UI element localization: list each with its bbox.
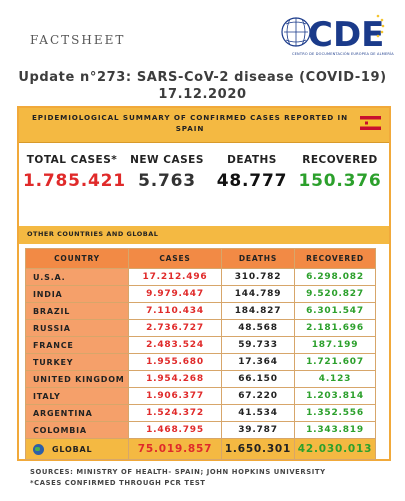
deaths-cell: 41.534 (221, 404, 295, 422)
spain-stats: TOTAL CASES* 1.785.421 NEW CASES 5.763 D… (19, 142, 389, 222)
table-row: INDIA 9.979.447 144.789 9.520.827 (25, 285, 376, 303)
column-header-cases: CASES (128, 248, 222, 269)
column-header-deaths: DEATHS (221, 248, 295, 269)
country-cell: GLOBAL (25, 438, 129, 460)
stat-label: TOTAL CASES* (26, 154, 118, 166)
recovered-cell: 2.181.696 (294, 319, 376, 337)
country-cell: RUSSIA (25, 319, 129, 337)
countries-table: COUNTRY CASES DEATHS RECOVERED U.S.A. 17… (25, 248, 376, 460)
other-countries-title: OTHER COUNTRIES AND GLOBAL (27, 230, 159, 238)
table-row: BRAZIL 7.110.434 184.827 6.301.547 (25, 302, 376, 320)
cde-logo: CDE CENTRO DE DOCUMENTACIÓN EUROPEA DE A… (278, 10, 394, 58)
spain-summary-title: EPIDEMIOLOGICAL SUMMARY OF CONFIRMED CAS… (31, 113, 349, 133)
pcr-note: *CASES CONFIRMED THROUGH PCR TEST (30, 479, 206, 487)
country-cell: INDIA (25, 285, 129, 303)
table-header-row: COUNTRY CASES DEATHS RECOVERED (25, 248, 376, 269)
spain-summary-header: EPIDEMIOLOGICAL SUMMARY OF CONFIRMED CAS… (19, 108, 389, 143)
recovered-cell: 187.199 (294, 336, 376, 354)
table-row: TURKEY 1.955.680 17.364 1.721.607 (25, 353, 376, 371)
deaths-cell: 39.787 (221, 421, 295, 439)
logo-subtext: CENTRO DE DOCUMENTACIÓN EUROPEA DE ALMER… (292, 52, 394, 56)
cases-cell: 7.110.434 (128, 302, 222, 320)
recovered-cell: 1.343.819 (294, 421, 376, 439)
other-countries-header: OTHER COUNTRIES AND GLOBAL (19, 226, 389, 244)
stat-label: NEW CASES (130, 154, 204, 166)
country-cell: UNITED KINGDOM (25, 370, 129, 388)
deaths-cell: 67.220 (221, 387, 295, 405)
cde-logo-graphic: CDE (281, 14, 384, 55)
country-cell: TURKEY (25, 353, 129, 371)
country-cell: ARGENTINA (25, 404, 129, 422)
cases-cell: 1.468.795 (128, 421, 222, 439)
table-row: ITALY 1.906.377 67.220 1.203.814 (25, 387, 376, 405)
stat-recovered: RECOVERED 150.376 (295, 154, 385, 191)
cases-cell: 1.906.377 (128, 387, 222, 405)
recovered-cell: 6.298.082 (294, 268, 376, 286)
stat-new-cases: NEW CASES 5.763 (125, 154, 209, 191)
table-row: RUSSIA 2.736.727 48.568 2.181.696 (25, 319, 376, 337)
logo-text: CDE (308, 15, 384, 54)
cases-cell: 2.483.524 (128, 336, 222, 354)
cases-cell: 75.019.857 (128, 438, 222, 460)
column-header-recovered: RECOVERED (294, 248, 376, 269)
footer-sources: SOURCES: MINISTRY OF HEALTH- SPAIN; JOHN… (30, 467, 326, 489)
recovered-cell: 1.721.607 (294, 353, 376, 371)
stat-deaths: DEATHS 48.777 (213, 154, 291, 191)
update-title: Update n°273: SARS-CoV-2 disease (COVID-… (18, 70, 387, 102)
recovered-cell: 1.352.556 (294, 404, 376, 422)
global-total-row: GLOBAL 75.019.857 1.650.301 42.030.013 (25, 438, 376, 460)
stat-label: DEATHS (227, 154, 277, 166)
recovered-cell: 42.030.013 (294, 438, 376, 460)
country-cell: U.S.A. (25, 268, 129, 286)
cases-cell: 1.955.680 (128, 353, 222, 371)
cases-cell: 9.979.447 (128, 285, 222, 303)
table-row: U.S.A. 17.212.496 310.782 6.298.082 (25, 268, 376, 286)
country-cell: BRAZIL (25, 302, 129, 320)
stat-value: 150.376 (298, 171, 382, 191)
globe-icon (33, 443, 44, 455)
sources-text: SOURCES: MINISTRY OF HEALTH- SPAIN; JOHN… (30, 468, 326, 476)
stat-label: RECOVERED (302, 154, 378, 166)
global-label: GLOBAL (52, 444, 93, 454)
spain-flag-icon (360, 116, 381, 130)
factsheet-label: FACTSHEET (30, 33, 126, 47)
deaths-cell: 17.364 (221, 353, 295, 371)
deaths-cell: 66.150 (221, 370, 295, 388)
cases-cell: 2.736.727 (128, 319, 222, 337)
column-header-country: COUNTRY (25, 248, 129, 269)
recovered-cell: 6.301.547 (294, 302, 376, 320)
table-row: ARGENTINA 1.524.372 41.534 1.352.556 (25, 404, 376, 422)
country-cell: ITALY (25, 387, 129, 405)
recovered-cell: 9.520.827 (294, 285, 376, 303)
stat-value: 5.763 (138, 171, 196, 191)
cases-cell: 17.212.496 (128, 268, 222, 286)
table-row: COLOMBIA 1.468.795 39.787 1.343.819 (25, 421, 376, 439)
country-cell: FRANCE (25, 336, 129, 354)
stat-value: 1.785.421 (23, 171, 126, 191)
deaths-cell: 48.568 (221, 319, 295, 337)
cases-cell: 1.524.372 (128, 404, 222, 422)
country-cell: COLOMBIA (25, 421, 129, 439)
table-row: UNITED KINGDOM 1.954.268 66.150 4.123 (25, 370, 376, 388)
stat-total-cases: TOTAL CASES* 1.785.421 (23, 154, 126, 191)
deaths-cell: 184.827 (221, 302, 295, 320)
stat-value: 48.777 (216, 171, 288, 191)
recovered-cell: 1.203.814 (294, 387, 376, 405)
table-row: FRANCE 2.483.524 59.733 187.199 (25, 336, 376, 354)
deaths-cell: 1.650.301 (221, 438, 295, 460)
summary-panel: EPIDEMIOLOGICAL SUMMARY OF CONFIRMED CAS… (17, 106, 391, 461)
deaths-cell: 144.789 (221, 285, 295, 303)
deaths-cell: 59.733 (221, 336, 295, 354)
cases-cell: 1.954.268 (128, 370, 222, 388)
deaths-cell: 310.782 (221, 268, 295, 286)
recovered-cell: 4.123 (294, 370, 376, 388)
